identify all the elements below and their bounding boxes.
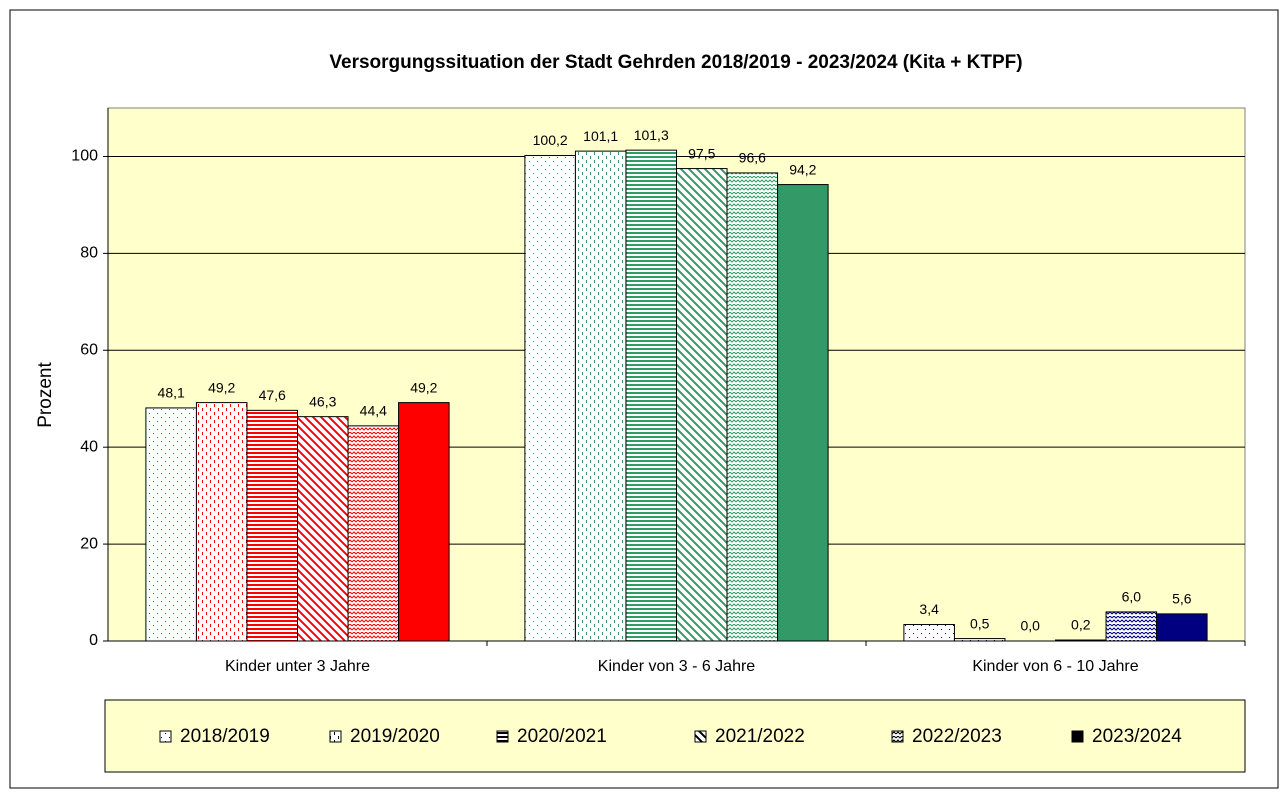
y-tick-label: 100: [71, 148, 98, 165]
data-label: 3,4: [919, 601, 939, 617]
legend-label: 2023/2024: [1092, 726, 1182, 747]
bar: [145, 407, 197, 642]
chart-title: Versorgungssituation der Stadt Gehrden 2…: [329, 52, 1022, 73]
data-label: 96,6: [739, 150, 766, 166]
bar: [347, 425, 400, 642]
data-label: 48,1: [158, 385, 185, 401]
y-tick-label: 80: [80, 245, 98, 262]
bar: [676, 168, 728, 642]
bar: [777, 184, 829, 642]
legend-swatch: [496, 730, 509, 743]
legend-swatch: [891, 730, 904, 743]
legend-label: 2020/2021: [517, 726, 607, 747]
data-label: 94,2: [789, 161, 816, 177]
data-label: 46,3: [309, 393, 336, 409]
data-label: 6,0: [1122, 589, 1142, 605]
y-tick-label: 0: [89, 632, 98, 649]
legend-box: [104, 699, 1246, 773]
data-label: 0,0: [1020, 618, 1040, 634]
data-label: 0,5: [970, 615, 990, 631]
data-label: 100,2: [533, 132, 568, 148]
legend-swatch: [1071, 730, 1084, 743]
x-tick-label: Kinder unter 3 Jahre: [225, 658, 370, 675]
legend-label: 2022/2023: [912, 726, 1002, 747]
y-tick-label: 20: [80, 535, 98, 552]
bar: [726, 172, 779, 642]
y-tick-label: 60: [80, 341, 98, 358]
legend-swatch: [694, 730, 707, 743]
data-label: 0,2: [1071, 617, 1091, 633]
bar: [1055, 639, 1107, 642]
data-label: 49,2: [410, 379, 437, 395]
bar: [246, 409, 298, 642]
bar: [574, 150, 627, 642]
data-label: 44,4: [360, 403, 387, 419]
x-tick-label: Kinder von 3 - 6 Jahre: [598, 658, 756, 675]
y-axis-label: Prozent: [35, 362, 56, 428]
bar: [1156, 613, 1208, 642]
legend-swatch: [329, 730, 342, 743]
bar: [398, 402, 450, 642]
data-label: 49,2: [208, 379, 235, 395]
bar: [1105, 611, 1158, 642]
bar: [524, 154, 576, 642]
bar: [195, 402, 248, 642]
data-label: 5,6: [1172, 591, 1192, 607]
legend-label: 2019/2020: [350, 726, 440, 747]
bar: [953, 638, 1006, 642]
bar: [903, 624, 955, 642]
bar: [625, 149, 678, 642]
data-label: 47,6: [259, 387, 286, 403]
data-label: 101,3: [634, 127, 669, 143]
x-tick-label: Kinder von 6 - 10 Jahre: [972, 658, 1138, 675]
data-label: 101,1: [583, 128, 618, 144]
y-tick-label: 40: [80, 438, 98, 455]
legend-label: 2018/2019: [180, 726, 270, 747]
bar: [297, 416, 349, 642]
legend-label: 2021/2022: [715, 726, 805, 747]
legend-swatch: [159, 730, 172, 743]
data-label: 97,5: [688, 145, 715, 161]
